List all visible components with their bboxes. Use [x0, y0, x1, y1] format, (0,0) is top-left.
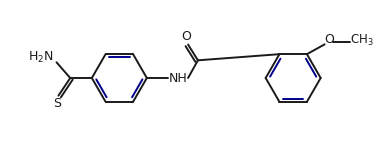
Text: CH$_3$: CH$_3$ [350, 33, 374, 48]
Text: NH: NH [169, 73, 187, 85]
Text: S: S [54, 97, 62, 110]
Text: O: O [181, 30, 191, 43]
Text: O: O [325, 33, 335, 46]
Text: H$_2$N: H$_2$N [28, 50, 54, 65]
